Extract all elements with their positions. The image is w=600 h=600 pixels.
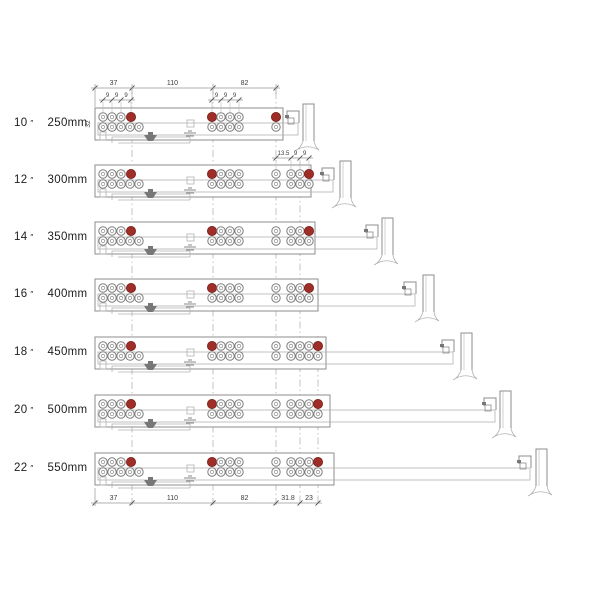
mid-tab bbox=[186, 348, 195, 357]
svg-text:9: 9 bbox=[106, 93, 110, 99]
mid-tab bbox=[186, 406, 195, 415]
svg-text:13.5: 13.5 bbox=[278, 151, 290, 157]
inch-mark: ″ bbox=[30, 290, 34, 299]
svg-text:23: 23 bbox=[305, 495, 313, 502]
size-inch: 22 bbox=[14, 462, 28, 474]
svg-text:9: 9 bbox=[224, 93, 228, 99]
size-mm: 400mm bbox=[47, 288, 88, 300]
row-label-18in: 18 ″ 450mm bbox=[14, 344, 114, 360]
size-mm: 300mm bbox=[47, 174, 88, 186]
row-label-12in: 12 ″ 300mm bbox=[14, 172, 114, 188]
svg-text:31.8: 31.8 bbox=[281, 495, 295, 502]
row-label-22in: 22 ″ 550mm bbox=[14, 460, 114, 476]
dim-bottom: 37 110 82 31.8 23 bbox=[91, 488, 322, 506]
size-mm: 450mm bbox=[47, 346, 88, 358]
front-tab bbox=[99, 418, 107, 428]
release-lever bbox=[111, 193, 191, 201]
svg-text:37: 37 bbox=[110, 495, 118, 502]
size-inch: 20 bbox=[14, 404, 28, 416]
size-inch: 10 bbox=[14, 117, 28, 129]
size-inch: 14 bbox=[14, 231, 28, 243]
mid-tab bbox=[186, 464, 195, 473]
row-label-16in: 16 ″ 400mm bbox=[14, 286, 114, 302]
svg-text:9: 9 bbox=[303, 151, 307, 157]
release-lever bbox=[111, 481, 191, 489]
svg-text:110: 110 bbox=[167, 495, 178, 502]
inch-mark: ″ bbox=[30, 119, 34, 128]
slide-row-20in bbox=[94, 390, 517, 439]
inch-mark: ″ bbox=[30, 464, 34, 473]
rear-bracket bbox=[302, 103, 315, 141]
inch-mark: ″ bbox=[30, 176, 34, 185]
front-tab bbox=[99, 245, 107, 255]
size-inch: 18 bbox=[14, 346, 28, 358]
svg-text:9: 9 bbox=[233, 93, 237, 99]
front-tab bbox=[99, 302, 107, 312]
front-tab bbox=[99, 476, 107, 486]
slide-row-12in bbox=[94, 160, 357, 209]
size-mm: 350mm bbox=[47, 231, 88, 243]
slide-row-10in bbox=[94, 103, 320, 152]
slide-row-18in bbox=[94, 332, 478, 381]
rear-bracket bbox=[499, 390, 512, 428]
svg-text:32: 32 bbox=[85, 120, 92, 128]
svg-text:82: 82 bbox=[241, 80, 249, 87]
svg-text:82: 82 bbox=[241, 495, 249, 502]
svg-text:9: 9 bbox=[294, 151, 298, 157]
svg-text:37: 37 bbox=[110, 80, 118, 87]
front-tab bbox=[99, 188, 107, 198]
release-lever bbox=[111, 307, 191, 315]
mid-tab bbox=[186, 176, 195, 185]
dim-top: 37 110 82 bbox=[91, 80, 280, 107]
svg-text:9: 9 bbox=[215, 93, 219, 99]
mid-tab bbox=[186, 119, 195, 128]
mid-tab bbox=[186, 290, 195, 299]
drawer-member bbox=[97, 467, 531, 481]
drawer-member bbox=[97, 293, 416, 307]
svg-text:9: 9 bbox=[115, 93, 119, 99]
slide-row-16in bbox=[94, 274, 440, 323]
svg-text:9: 9 bbox=[124, 93, 128, 99]
rear-bracket bbox=[339, 160, 352, 198]
rear-bracket bbox=[381, 217, 394, 255]
rear-bracket bbox=[535, 448, 548, 486]
size-inch: 16 bbox=[14, 288, 28, 300]
svg-text:110: 110 bbox=[167, 80, 178, 87]
inch-mark: ″ bbox=[30, 348, 34, 357]
front-tab bbox=[99, 360, 107, 370]
rear-bracket bbox=[422, 274, 435, 312]
front-tab bbox=[99, 131, 107, 141]
dim-pitch-right: 13.5 9 9 bbox=[272, 151, 313, 169]
size-mm: 250mm bbox=[47, 117, 88, 129]
release-lever bbox=[111, 423, 191, 431]
slide-row-22in bbox=[94, 448, 553, 497]
slide-row-14in bbox=[94, 217, 399, 266]
row-label-14in: 14 ″ 350mm bbox=[14, 229, 114, 245]
row-label-10in: 10 ″ 250mm bbox=[14, 115, 114, 131]
size-mm: 550mm bbox=[47, 462, 88, 474]
size-inch: 12 bbox=[14, 174, 28, 186]
release-lever bbox=[111, 136, 191, 144]
inch-mark: ″ bbox=[30, 406, 34, 415]
size-mm: 500mm bbox=[47, 404, 88, 416]
drawer-member bbox=[97, 179, 334, 193]
rear-bracket bbox=[460, 332, 473, 370]
drawer-member bbox=[97, 409, 496, 423]
dim-rail-height: 32 bbox=[85, 120, 92, 128]
inch-mark: ″ bbox=[30, 233, 34, 242]
release-lever bbox=[111, 250, 191, 258]
release-lever bbox=[111, 365, 191, 373]
row-label-20in: 20 ″ 500mm bbox=[14, 402, 114, 418]
drawer-member bbox=[97, 122, 299, 136]
mid-tab bbox=[186, 233, 195, 242]
